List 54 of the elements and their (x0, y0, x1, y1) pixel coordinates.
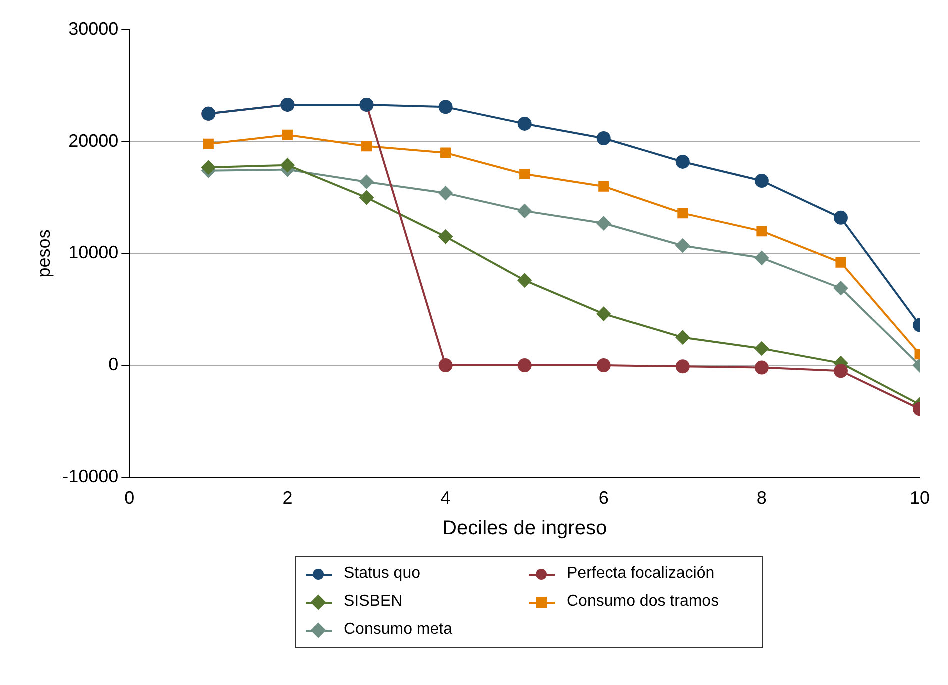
point (596, 131, 611, 146)
point (834, 281, 848, 296)
point (678, 208, 688, 219)
point (518, 116, 532, 131)
point (438, 358, 453, 373)
x-tick-label: 2 (282, 488, 293, 508)
point (518, 358, 532, 373)
x-tick-label: 6 (598, 488, 609, 508)
legend-label: Perfecta focalización (567, 565, 715, 583)
point (754, 174, 769, 188)
point (203, 138, 214, 150)
point (676, 360, 690, 374)
x-axis-title: Deciles de ingreso (442, 518, 608, 540)
legend-label: Consumo dos tramos (567, 593, 720, 611)
point (836, 257, 846, 268)
point (596, 216, 611, 230)
y-tick-label: 20000 (68, 130, 119, 151)
point (518, 204, 532, 218)
point (754, 360, 769, 375)
point (834, 364, 848, 378)
x-tick-label: 0 (124, 488, 135, 508)
point (834, 210, 848, 225)
y-axis-title: pesos (34, 230, 54, 278)
point (360, 190, 374, 205)
point (596, 358, 611, 373)
point (520, 169, 530, 180)
legend-label: SISBEN (344, 593, 403, 611)
point (676, 238, 690, 253)
point (438, 230, 453, 244)
point (438, 186, 453, 200)
x-tick-label: 4 (440, 488, 451, 508)
point (518, 274, 532, 288)
point (280, 158, 295, 172)
point (360, 175, 374, 190)
point (754, 342, 769, 356)
point (598, 181, 610, 192)
y-tick-label: 0 (108, 354, 119, 375)
point (754, 251, 769, 266)
point (596, 307, 611, 322)
x-tick-label: 10 (910, 488, 930, 508)
point (438, 100, 453, 114)
legend-label: Status quo (344, 565, 420, 583)
y-tick-label: 30000 (68, 18, 119, 39)
point (202, 160, 216, 175)
y-tick-label: -10000 (62, 466, 119, 486)
point (282, 130, 293, 140)
legend-label: Consumo meta (344, 621, 452, 639)
point (676, 154, 690, 169)
point (676, 330, 690, 345)
point (362, 141, 372, 152)
point (756, 226, 768, 237)
y-tick-label: 10000 (68, 242, 119, 263)
x-tick-label: 8 (756, 488, 767, 508)
point (440, 148, 452, 158)
